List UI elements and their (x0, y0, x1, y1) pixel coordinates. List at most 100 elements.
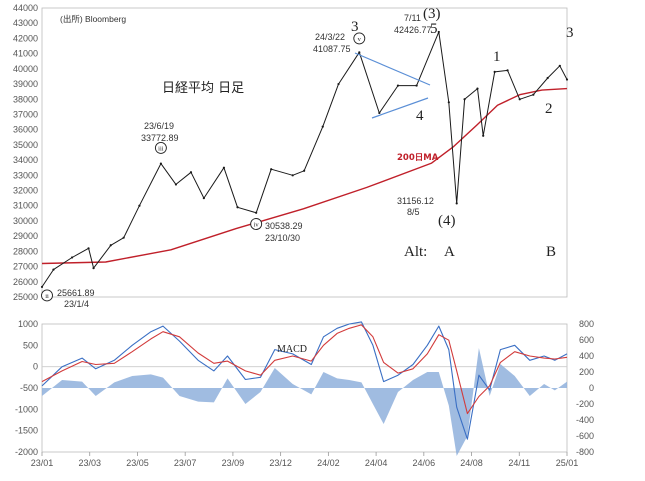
annotation-aug-value: 31156.12 (397, 196, 434, 206)
price-point (40, 285, 44, 289)
x-tick-label: 23/01 (31, 458, 54, 468)
price-point (482, 134, 485, 137)
macd-right-tick-label: -800 (576, 447, 594, 457)
price-tick-label: 35000 (13, 140, 38, 150)
annotation-jun-value: 33772.89 (141, 133, 179, 143)
price-point (455, 202, 458, 205)
annotation-oct-date: 23/10/30 (265, 233, 300, 243)
price-point (109, 244, 112, 247)
macd-right-tick-label: 800 (579, 319, 594, 329)
wave-label-3-paren: (3) (423, 6, 441, 22)
annotation-jul-date: 7/11 (404, 13, 421, 23)
price-point (87, 247, 90, 250)
circled-marker (250, 218, 263, 230)
price-point (303, 169, 306, 172)
annotation-aug-date: 8/5 (407, 207, 420, 217)
macd-left-tick-label: -2000 (15, 447, 38, 457)
price-tick-label: 29000 (13, 231, 38, 241)
x-tick-label: 24/06 (413, 458, 436, 468)
circled-marker-label: v (358, 36, 362, 43)
wave-label-3-last: 3 (566, 25, 574, 41)
x-tick-label: 24/11 (508, 458, 530, 468)
macd-title: MACD (277, 344, 307, 355)
x-tick-label: 23/05 (126, 458, 149, 468)
macd-right-tick-label: -200 (576, 399, 594, 409)
price-tick-label: 25000 (13, 292, 38, 302)
alt-label-a: A (444, 244, 455, 260)
price-point (493, 70, 496, 73)
circled-marker (353, 32, 366, 45)
price-point (122, 236, 125, 239)
annotation-low-value: 25661.89 (57, 288, 95, 298)
price-tick-label: 38000 (13, 94, 38, 104)
price-point (546, 76, 549, 80)
annotation-low-date: 23/1/4 (64, 299, 89, 309)
price-tick-label: 27000 (13, 262, 38, 272)
ma200-label: 200日MA (397, 153, 439, 163)
price-point (291, 174, 294, 177)
triangle-pattern (354, 52, 431, 119)
ma200-line (41, 87, 568, 265)
price-panel-frame (41, 7, 568, 298)
macd-left-tick-label: -500 (20, 383, 38, 393)
macd-right-axis: 800 600 400 200 0 -200 -400 -600 -800 (576, 319, 594, 457)
price-tick-label: 34000 (13, 155, 38, 165)
price-point (138, 204, 141, 207)
wave-label-5: 5 (430, 21, 438, 37)
macd-left-tick-label: 0 (33, 362, 38, 372)
price-point (447, 101, 450, 104)
circled-marker (154, 141, 167, 154)
price-line (41, 31, 568, 288)
price-point (270, 168, 273, 171)
x-tick-label: 23/12 (269, 458, 292, 468)
price-point (463, 98, 466, 101)
circled-marker-label: iii (158, 145, 164, 152)
x-axis: 23/01 23/03 23/05 23/07 23/09 23/12 24/02 24/04… (31, 452, 578, 468)
price-point (255, 211, 258, 214)
price-point (222, 166, 226, 169)
source-note: (出所) Bloomberg (60, 14, 126, 24)
price-tick-label: 32000 (13, 186, 38, 196)
price-tick-label: 42000 (13, 33, 38, 43)
price-point (558, 64, 561, 67)
macd-right-tick-label: -600 (576, 431, 594, 441)
price-point (321, 125, 324, 128)
macd-right-tick-label: -400 (576, 415, 594, 425)
price-tick-label: 33000 (13, 170, 38, 180)
price-point (189, 171, 193, 174)
x-tick-label: 24/02 (317, 458, 340, 468)
macd-histogram-area (42, 348, 567, 456)
wave-label-4-paren: (4) (438, 213, 456, 229)
macd-right-tick-label: 400 (579, 351, 594, 361)
price-tick-label: 26000 (13, 277, 38, 287)
price-point (565, 78, 569, 81)
price-point (236, 206, 239, 209)
annotation-jul-value: 42426.77 (394, 25, 432, 35)
wave-label-2: 2 (545, 101, 553, 117)
x-tick-label: 24/08 (460, 458, 483, 468)
price-tick-label: 43000 (13, 18, 38, 28)
macd-left-tick-label: 1000 (18, 319, 38, 329)
price-tick-label: 37000 (13, 109, 38, 119)
price-tick-label: 40000 (13, 64, 38, 74)
price-point (506, 69, 509, 72)
price-point (415, 84, 418, 87)
price-tick-label: 44000 (13, 3, 38, 13)
x-tick-label: 23/07 (174, 458, 197, 468)
price-point (358, 51, 361, 54)
circled-marker-label: ii (45, 293, 49, 300)
price-axis: 44000 43000 42000 41000 40000 39000 38000 37000… (13, 3, 38, 302)
price-point (518, 98, 521, 101)
x-tick-label: 24/04 (365, 458, 388, 468)
price-tick-label: 39000 (13, 79, 38, 89)
triangle-upper-line (354, 52, 431, 86)
price-point (70, 256, 74, 259)
annotation-mar-value: 41087.75 (313, 44, 351, 54)
price-point (92, 267, 95, 270)
price-point (396, 84, 400, 87)
macd-right-tick-label: 200 (579, 367, 594, 377)
x-tick-label: 23/09 (222, 458, 245, 468)
macd-left-tick-label: -1000 (15, 404, 38, 414)
